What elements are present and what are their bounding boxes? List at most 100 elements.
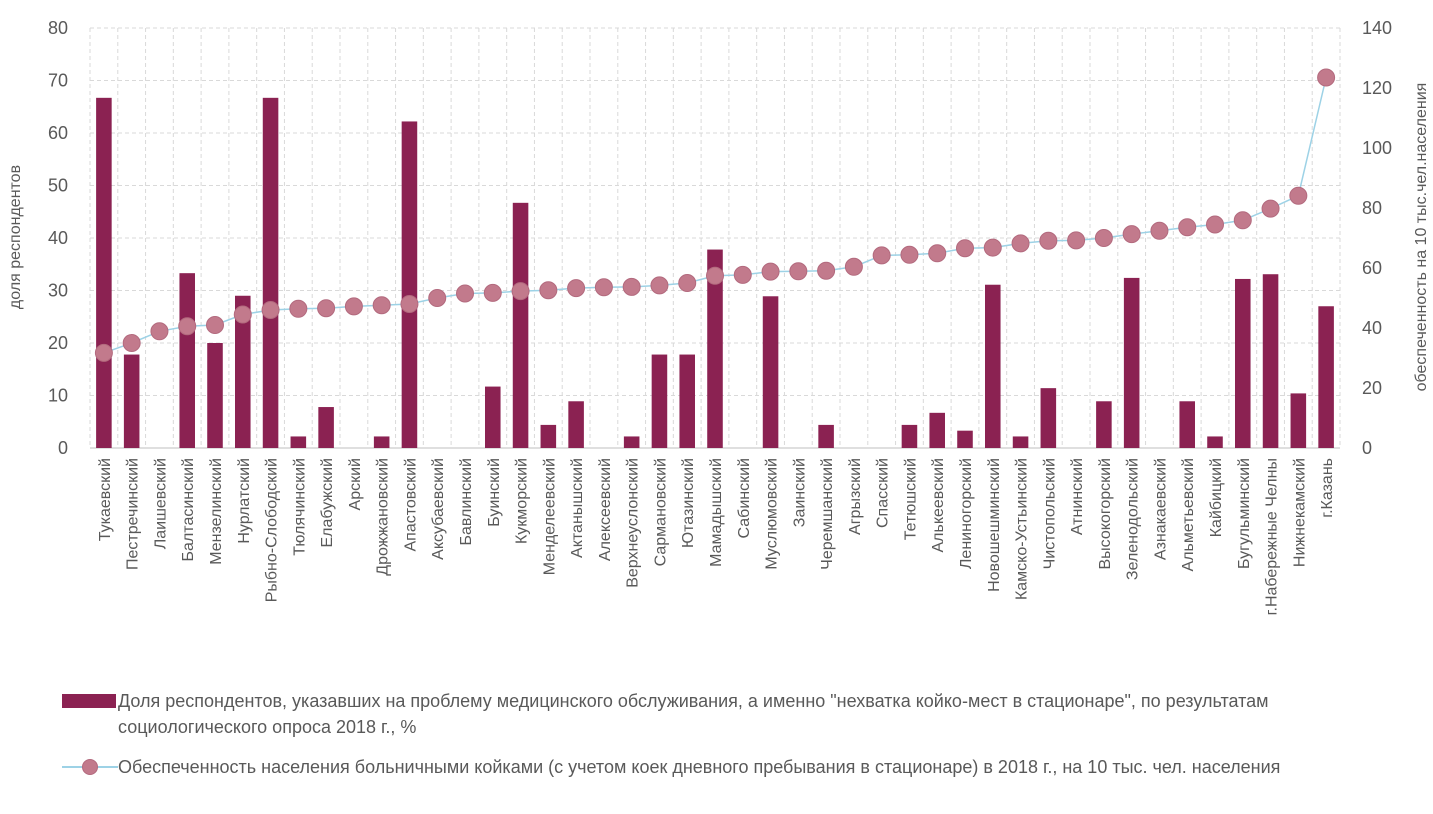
- line-point: [539, 281, 558, 300]
- left-axis-ticks: 0 10 20 30 40 50 60 70 80: [48, 18, 68, 458]
- line-point: [206, 316, 224, 334]
- category-label: Сармановский: [652, 458, 669, 566]
- bar: [485, 386, 501, 448]
- left-tick-label: 70: [48, 71, 68, 91]
- bar: [318, 407, 334, 448]
- category-label: Спасский: [875, 458, 892, 528]
- bar: [123, 354, 140, 448]
- legend-item-line: Обеспеченность населения больничными кой…: [62, 754, 1402, 780]
- category-label: Альметьевский: [1180, 458, 1197, 571]
- category-label: Аксубаевский: [430, 458, 447, 560]
- right-tick-label: 80: [1362, 198, 1382, 218]
- bar: [651, 354, 668, 448]
- category-label: Верхнеуслонский: [625, 458, 642, 588]
- category-label: Бугульминский: [1236, 458, 1253, 569]
- line-point: [456, 284, 474, 303]
- category-label: Лаишевский: [152, 458, 169, 549]
- right-tick-label: 140: [1362, 18, 1392, 38]
- bar-series: [96, 97, 1334, 448]
- category-label: Балтасинский: [180, 458, 197, 561]
- line-point: [1067, 231, 1086, 250]
- line-point: [761, 262, 780, 281]
- bar: [235, 295, 251, 448]
- right-axis-title: обеспеченность на 10 тыс.чел.населения: [1413, 83, 1430, 392]
- line-point: [1094, 229, 1113, 247]
- category-label: Ютазинский: [680, 458, 697, 548]
- left-tick-label: 20: [48, 333, 68, 353]
- category-label: Пестречинский: [125, 458, 142, 570]
- left-tick-label: 10: [48, 386, 68, 406]
- category-label: Тукаевский: [97, 458, 114, 541]
- right-axis-ticks: 0 20 40 60 80 100 120 140: [1362, 18, 1392, 458]
- category-label: Буинский: [486, 458, 503, 527]
- category-label: Новошешминский: [986, 458, 1003, 592]
- line-series: [94, 68, 1336, 362]
- line-point: [1317, 68, 1336, 87]
- line-point: [150, 322, 169, 341]
- category-label: Елабужский: [319, 458, 336, 547]
- line-point: [1150, 221, 1169, 240]
- line-point: [983, 238, 1002, 257]
- category-label: Нижнекамский: [1291, 458, 1308, 567]
- left-axis-title: доля респондентов: [7, 165, 24, 309]
- bar: [207, 343, 223, 448]
- left-tick-label: 80: [48, 18, 68, 38]
- category-label: Кайбицкий: [1208, 458, 1225, 537]
- line-point: [1206, 215, 1224, 234]
- left-tick-label: 30: [48, 281, 68, 301]
- right-tick-label: 40: [1362, 318, 1382, 338]
- line-point: [733, 265, 752, 284]
- right-tick-label: 0: [1362, 438, 1372, 458]
- bar: [1290, 393, 1307, 448]
- line-point: [844, 257, 863, 276]
- right-tick-label: 100: [1362, 138, 1392, 158]
- legend-line-swatch: [62, 759, 118, 775]
- line-point: [650, 276, 669, 295]
- category-label: Нурлатский: [236, 458, 253, 544]
- category-label: Дрожжановский: [375, 458, 392, 576]
- category-label: Заинский: [791, 458, 808, 527]
- line-point: [428, 289, 447, 307]
- line-point: [94, 343, 113, 362]
- bar: [1123, 277, 1140, 448]
- line-point: [928, 244, 947, 263]
- category-label: Тюлячинский: [291, 458, 308, 556]
- category-label: Бавлинский: [458, 458, 475, 546]
- bar: [957, 430, 973, 448]
- line-point: [622, 277, 641, 296]
- line-point: [567, 279, 586, 298]
- bar: [1318, 306, 1334, 448]
- bar: [929, 412, 945, 448]
- line-point: [261, 301, 280, 319]
- bar: [623, 436, 640, 448]
- category-label: Атнинский: [1069, 458, 1086, 535]
- line-point: [1178, 218, 1197, 237]
- bar: [679, 354, 695, 448]
- right-tick-label: 120: [1362, 78, 1392, 98]
- legend-item-bars: Доля респондентов, указавших на проблему…: [62, 688, 1402, 740]
- line-point: [872, 246, 891, 265]
- grid-lines: [89, 27, 1341, 449]
- line-point: [317, 299, 336, 318]
- bar: [1207, 436, 1223, 448]
- line-point: [400, 295, 419, 313]
- line-point: [789, 262, 808, 281]
- category-label: Чистопольский: [1041, 458, 1058, 569]
- bar: [985, 284, 1001, 448]
- line-point: [817, 261, 836, 280]
- bar: [762, 296, 779, 448]
- category-label: Мензелинский: [208, 458, 225, 565]
- category-label: Муслюмовский: [764, 458, 781, 570]
- category-label: Высокогорский: [1097, 458, 1114, 569]
- left-tick-label: 60: [48, 123, 68, 143]
- bar: [512, 202, 529, 448]
- line-point: [483, 283, 502, 302]
- category-label: Менделеевский: [541, 458, 558, 575]
- category-label: Кукморский: [514, 458, 531, 544]
- category-label: Агрызский: [847, 458, 864, 535]
- line-point: [956, 239, 974, 258]
- line-point: [372, 296, 391, 315]
- bar: [1040, 388, 1057, 448]
- category-label: Черемшанский: [819, 458, 836, 570]
- line-point: [178, 317, 197, 336]
